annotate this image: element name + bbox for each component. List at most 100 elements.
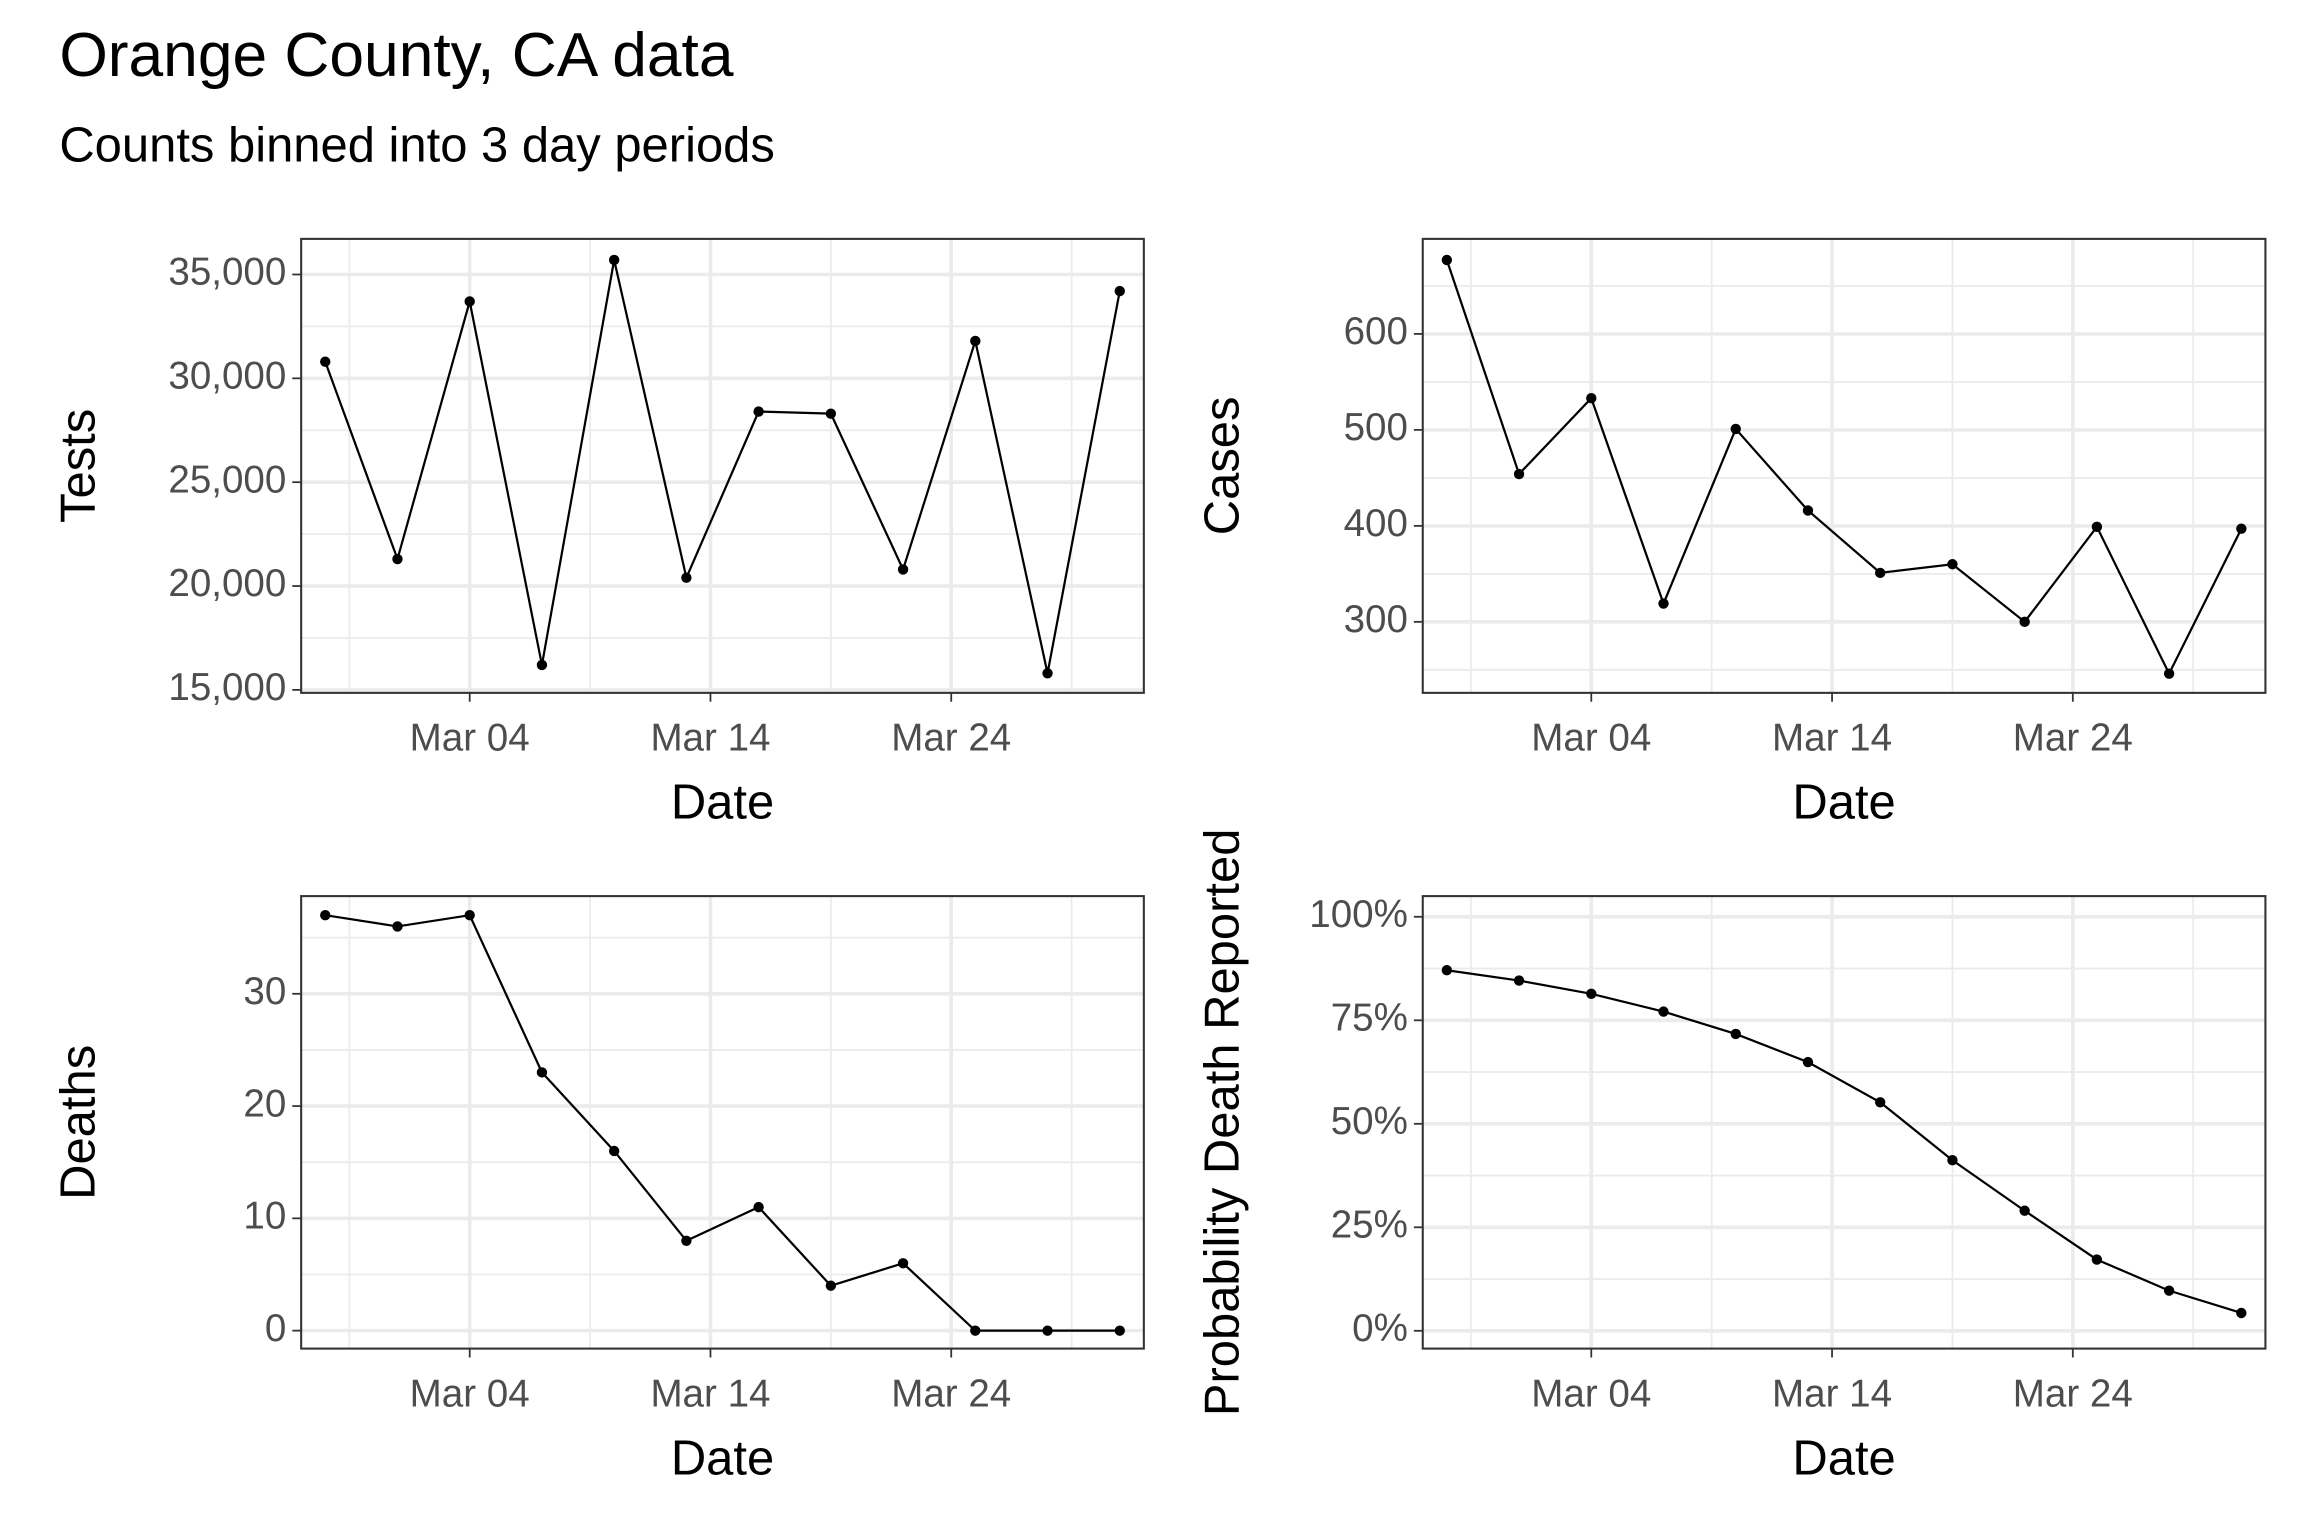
data-point <box>392 921 403 932</box>
data-line <box>1445 259 2243 677</box>
data-line <box>1446 969 2242 1315</box>
x-tick-label: Mar 04 <box>410 1372 530 1415</box>
y-axis-title: Probability Death Reported <box>1195 829 1249 1417</box>
data-point <box>608 1145 620 1157</box>
x-axis-title: Date <box>1792 1431 1895 1485</box>
data-line <box>325 913 1120 1332</box>
y-tick-label: 20 <box>243 1082 286 1125</box>
panel-border <box>300 895 1145 1350</box>
data-point <box>1441 254 1453 266</box>
data-point <box>1658 1006 1669 1017</box>
data-point <box>464 910 475 921</box>
x-tick-label: Mar 04 <box>1531 717 1651 760</box>
data-point <box>1586 393 1597 404</box>
data-point <box>970 1325 981 1336</box>
y-tick-label: 10 <box>243 1195 286 1238</box>
data-point <box>320 356 331 367</box>
data-point <box>1875 1097 1886 1108</box>
data-point <box>320 910 331 921</box>
data-point <box>1802 1056 1814 1068</box>
data-point <box>1802 505 1814 516</box>
data-point <box>1947 559 1958 570</box>
data-point <box>2163 1285 2175 1296</box>
figure-subtitle: Counts binned into 3 day periods <box>59 118 775 172</box>
data-point <box>753 1201 764 1213</box>
y-tick-label: 100% <box>1309 893 1408 936</box>
panel-background <box>301 238 1144 693</box>
data-point <box>1513 975 1525 986</box>
data-point <box>2019 1205 2030 1216</box>
data-point <box>825 408 837 419</box>
y-axis-title: Cases <box>1195 397 1249 536</box>
y-tick-label: 400 <box>1344 502 1408 545</box>
panel-background <box>1422 238 2266 693</box>
data-point <box>2236 1307 2247 1319</box>
x-tick-label: Mar 04 <box>410 717 530 760</box>
x-axis-title: Date <box>1792 776 1895 830</box>
data-point <box>681 1235 692 1247</box>
data-point <box>897 1258 909 1269</box>
y-tick-label: 500 <box>1344 406 1408 449</box>
y-tick-label: 50% <box>1331 1100 1408 1143</box>
x-tick-label: Mar 04 <box>1531 1372 1651 1415</box>
data-point <box>1042 1325 1053 1336</box>
x-tick-label: Mar 14 <box>650 1372 770 1415</box>
data-point <box>1513 468 1525 480</box>
data-point <box>536 1067 548 1078</box>
y-axis-title: Deaths <box>52 1045 106 1200</box>
data-point <box>1114 1325 1125 1336</box>
y-tick-label: 0% <box>1352 1307 1408 1350</box>
data-point <box>1730 423 1741 435</box>
x-tick-label: Mar 24 <box>2013 717 2133 760</box>
y-tick-label: 35,000 <box>168 251 286 294</box>
data-point <box>536 659 548 671</box>
data-point <box>2091 521 2103 533</box>
data-point <box>1947 1155 1958 1166</box>
x-tick-label: Mar 24 <box>891 1372 1011 1415</box>
data-point <box>2163 668 2175 679</box>
data-point <box>1730 1028 1741 1040</box>
data-point <box>392 553 403 565</box>
y-tick-label: 300 <box>1344 598 1408 641</box>
data-point <box>1441 965 1453 976</box>
y-tick-label: 600 <box>1344 310 1408 353</box>
data-point <box>897 564 909 575</box>
x-tick-label: Mar 14 <box>1772 717 1892 760</box>
y-tick-label: 25% <box>1331 1203 1408 1246</box>
y-tick-label: 30,000 <box>168 355 286 398</box>
data-point <box>825 1280 837 1291</box>
panel-border <box>300 237 1145 694</box>
data-point <box>753 406 764 417</box>
y-axis-title: Tests <box>52 409 106 523</box>
x-axis-title: Date <box>671 1431 774 1485</box>
panel-border <box>1421 895 2267 1350</box>
data-point <box>1586 988 1597 1000</box>
y-tick-label: 20,000 <box>168 562 286 605</box>
data-point <box>2019 616 2030 628</box>
data-point <box>2091 1254 2103 1265</box>
y-tick-label: 0 <box>265 1307 286 1350</box>
data-point <box>1658 598 1669 609</box>
panel-border <box>1421 237 2267 694</box>
data-point <box>681 572 692 583</box>
x-tick-label: Mar 14 <box>650 717 770 760</box>
data-point <box>464 296 475 307</box>
data-point <box>2236 523 2247 534</box>
data-point <box>970 335 981 347</box>
x-tick-label: Mar 24 <box>2013 1372 2133 1415</box>
x-tick-label: Mar 14 <box>1772 1372 1892 1415</box>
data-point <box>1875 567 1886 579</box>
figure-title: Orange County, CA data <box>59 21 733 90</box>
y-tick-label: 15,000 <box>168 666 286 709</box>
y-tick-label: 25,000 <box>168 458 286 501</box>
data-line <box>324 259 1121 674</box>
x-tick-label: Mar 24 <box>891 717 1011 760</box>
x-axis-title: Date <box>671 776 774 830</box>
data-point <box>1114 285 1125 297</box>
data-point <box>1042 668 1053 679</box>
panel-background <box>301 896 1144 1349</box>
data-point <box>608 254 620 266</box>
y-tick-label: 75% <box>1331 996 1408 1039</box>
